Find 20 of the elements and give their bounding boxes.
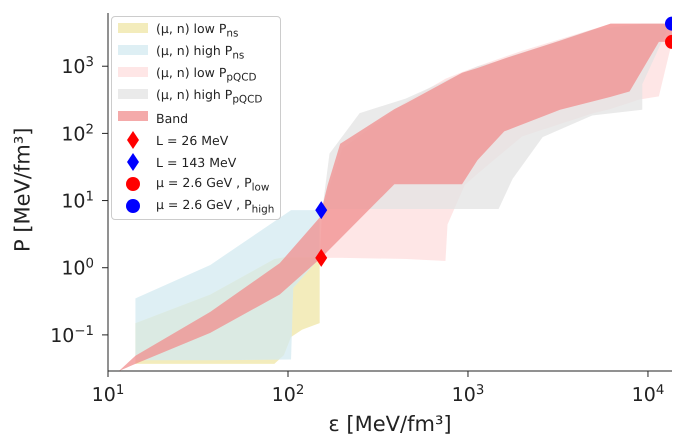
- x-tick-label: 10$^{3}$: [452, 382, 484, 406]
- legend-label: (μ, n) high P$_{pQCD}$: [156, 86, 262, 106]
- x-axis-title: ε [MeV/fm³]: [328, 412, 452, 436]
- y-tick-label: 10$^{2}$: [61, 122, 94, 146]
- legend-label: μ = 2.6 GeV , P$_{high}$: [156, 196, 274, 216]
- x-tick-label: 10$^{1}$: [92, 382, 124, 406]
- legend-label: L = 26 MeV: [156, 132, 228, 148]
- y-axis-title: P [MeV/fm³]: [10, 128, 34, 252]
- y-tick-label: 10$^{0}$: [61, 256, 94, 280]
- y-tick-label: 10$^{1}$: [61, 189, 94, 213]
- x-tick-label: 10$^{2}$: [272, 382, 304, 406]
- legend-label: L = 143 MeV: [156, 154, 236, 170]
- legend-label: Band: [156, 110, 188, 126]
- x-tick-label: 10$^{4}$: [632, 382, 664, 406]
- y-tick-label: 10$^{3}$: [61, 54, 94, 78]
- legend-label: (μ, n) high P$_{ns}$: [156, 42, 244, 62]
- legend-label: (μ, n) low P$_{pQCD}$: [156, 64, 256, 84]
- legend-label: μ = 2.6 GeV , P$_{low}$: [156, 174, 270, 194]
- legend-label: (μ, n) low P$_{ns}$: [156, 20, 238, 40]
- y-tick-label: 10$^{−1}$: [50, 323, 94, 347]
